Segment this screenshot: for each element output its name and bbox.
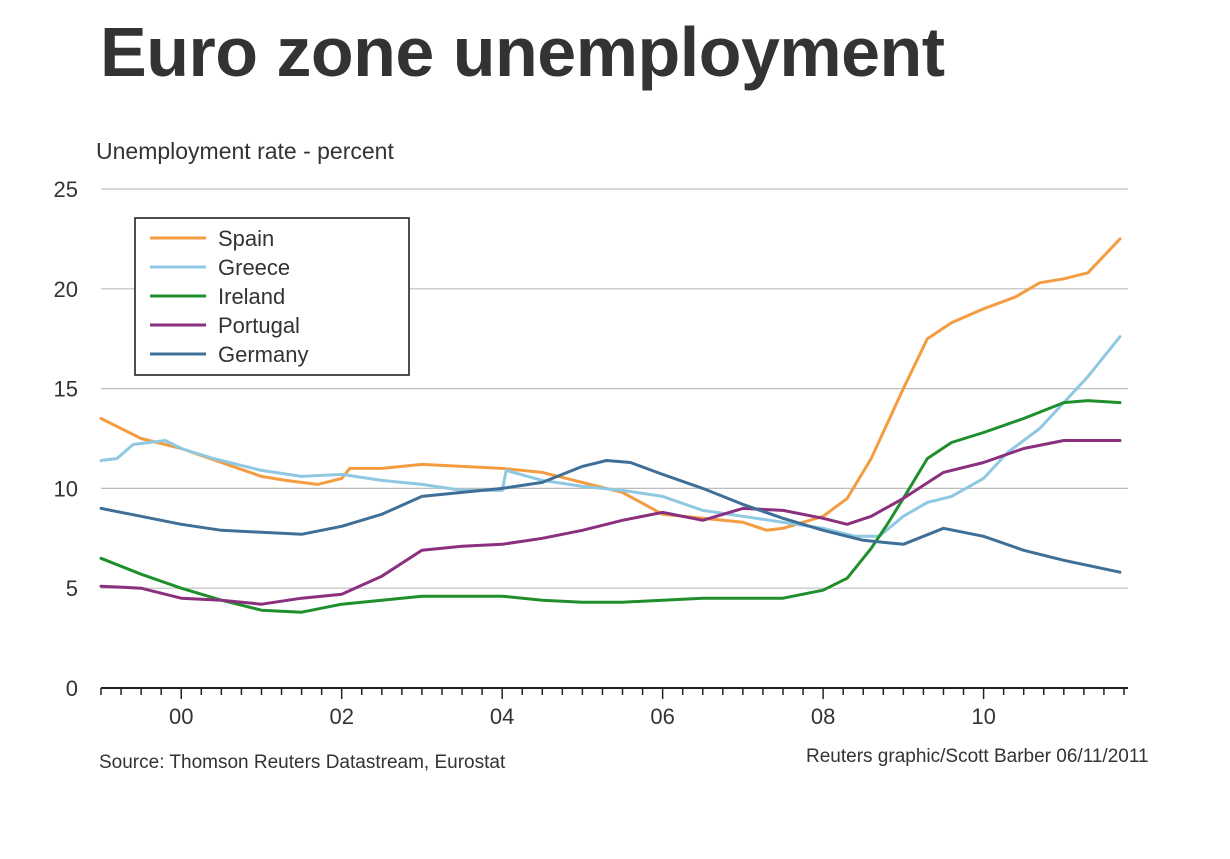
x-tick-label: 10	[971, 704, 995, 729]
x-axis: 00 02 04 06 08 10	[100, 687, 1128, 729]
series-line-greece	[99, 335, 1122, 538]
chart-title: Euro zone unemployment	[100, 13, 945, 91]
y-tick-label: 25	[54, 177, 78, 202]
x-tick-label: 00	[169, 704, 193, 729]
legend-label-ireland: Ireland	[218, 284, 285, 309]
series-line-spain	[99, 237, 1122, 532]
series-line-germany	[99, 459, 1122, 574]
y-tick-labels: 0 5 10 15 20 25	[54, 177, 78, 701]
y-tick-label: 5	[66, 576, 78, 601]
x-tick-label: 08	[811, 704, 835, 729]
legend-label-germany: Germany	[218, 342, 308, 367]
legend: Spain Greece Ireland Portugal Germany	[134, 217, 410, 376]
source-note: Source: Thomson Reuters Datastream, Euro…	[99, 752, 506, 773]
x-tick-label: 04	[490, 704, 514, 729]
y-tick-label: 15	[54, 377, 78, 402]
credit-note: Reuters graphic/Scott Barber 06/11/2011	[806, 746, 1149, 767]
series-lines	[99, 237, 1122, 614]
series-line-ireland	[99, 399, 1122, 614]
y-axis-label: Unemployment rate - percent	[96, 138, 394, 164]
x-tick-label: 02	[329, 704, 353, 729]
y-tick-label: 0	[66, 676, 78, 701]
series-line-portugal	[99, 439, 1122, 606]
x-tick-label: 06	[650, 704, 674, 729]
legend-label-greece: Greece	[218, 255, 290, 280]
legend-label-spain: Spain	[218, 226, 274, 251]
y-tick-label: 10	[54, 476, 78, 501]
legend-label-portugal: Portugal	[218, 313, 300, 338]
y-tick-label: 20	[54, 277, 78, 302]
